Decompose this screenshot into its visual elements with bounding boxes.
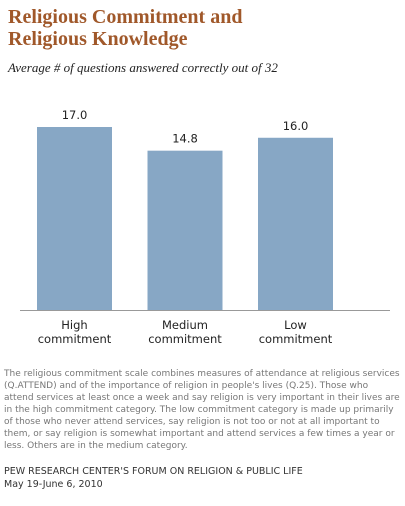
- x-tick-label: High commitment: [37, 318, 112, 346]
- chart-subtitle: Average # of questions answered correctl…: [8, 60, 278, 75]
- bar: [147, 150, 223, 310]
- source: PEW RESEARCH CENTER'S FORUM ON RELIGION …: [4, 466, 303, 477]
- x-tick-label: Low commitment: [258, 318, 333, 346]
- note: The religious commitment scale combines …: [4, 369, 400, 451]
- bar: [37, 127, 112, 310]
- bar: [258, 137, 333, 310]
- value-label: 17.0: [62, 108, 88, 122]
- date: May 19-June 6, 2010: [4, 479, 103, 490]
- chart-title: Religious Commitment and Religious Knowl…: [8, 6, 243, 50]
- x-tick-label: Medium commitment: [148, 318, 222, 346]
- value-label: 14.8: [172, 132, 198, 146]
- value-label: 16.0: [283, 119, 309, 133]
- plot: 17.0 14.8 16.0: [20, 108, 390, 311]
